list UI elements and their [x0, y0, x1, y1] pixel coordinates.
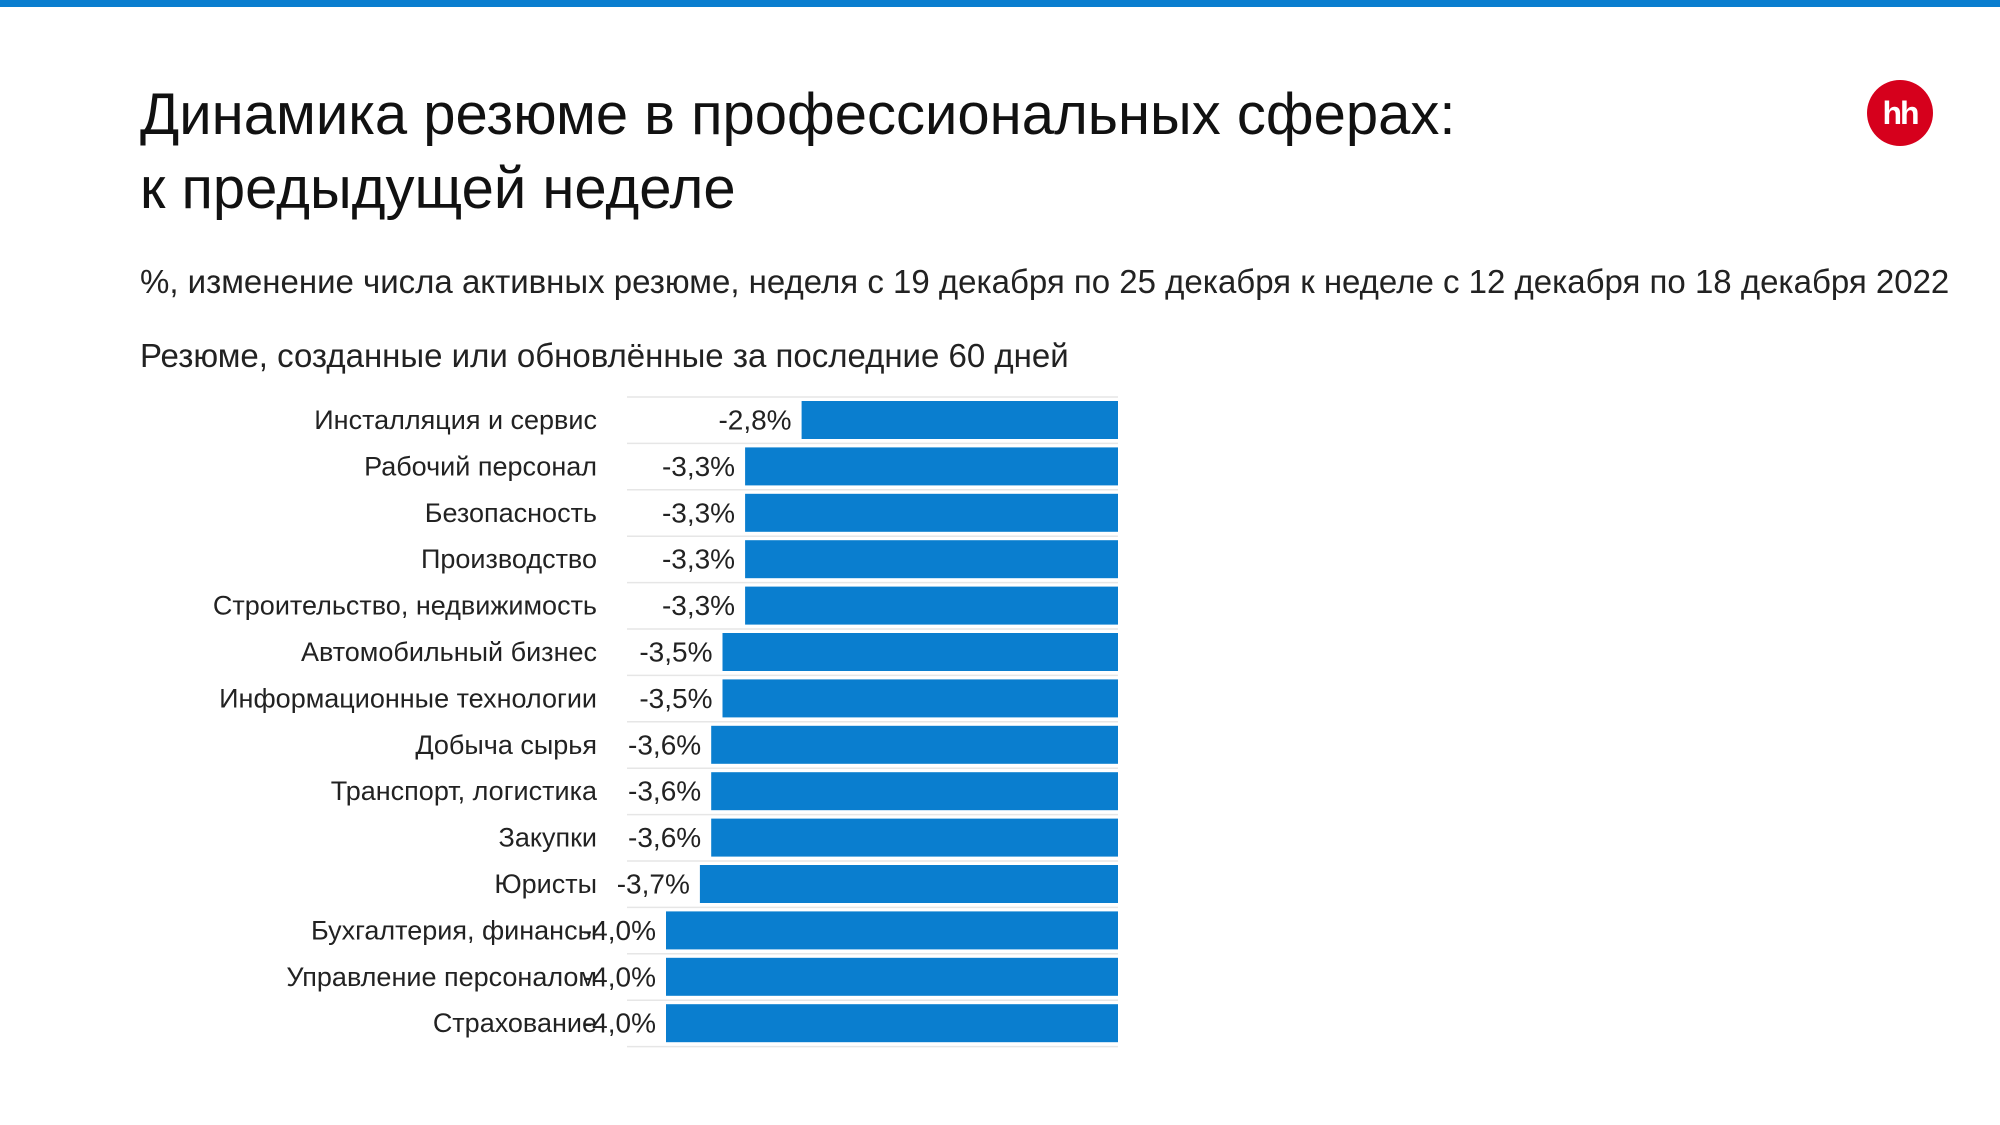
category-label: Страхование: [433, 1008, 597, 1038]
value-label: -2,8%: [718, 405, 791, 436]
category-label: Юристы: [494, 869, 597, 899]
category-label: Рабочий персонал: [364, 451, 597, 481]
bar: [666, 1004, 1118, 1043]
bar: [801, 401, 1118, 439]
category-label: Закупки: [499, 823, 597, 853]
page-title-line-2: к предыдущей неделе: [140, 156, 736, 221]
category-label: Безопасность: [425, 498, 597, 528]
category-label: Добыча сырья: [415, 730, 597, 760]
value-label: -3,3%: [662, 590, 735, 621]
bar: [666, 911, 1118, 950]
category-label: Инсталляция и сервис: [314, 405, 597, 435]
page-title-line-1: Динамика резюме в профессиональных сфера…: [140, 82, 1456, 147]
bar: [666, 957, 1118, 996]
category-label: Информационные технологии: [219, 683, 597, 713]
bar: [722, 633, 1118, 671]
category-label: Бухгалтерия, финансы: [311, 915, 597, 945]
category-label: Автомобильный бизнес: [301, 637, 597, 667]
value-label: -3,5%: [639, 637, 712, 668]
bar: [745, 586, 1118, 625]
bar: [711, 725, 1118, 764]
chart-note: Резюме, созданные или обновлённые за пос…: [140, 337, 1069, 374]
category-label: Транспорт, логистика: [331, 776, 598, 806]
value-label: -4,0%: [583, 915, 656, 946]
value-label: -3,5%: [639, 683, 712, 714]
page-title: Динамика резюме в профессиональных сфера…: [140, 78, 1740, 226]
category-label: Строительство, недвижимость: [213, 591, 597, 621]
bar: [711, 818, 1118, 857]
hh-logo: hh: [1867, 80, 1933, 146]
bar: [699, 865, 1118, 903]
value-label: -3,6%: [628, 776, 701, 807]
value-label: -4,0%: [583, 1008, 656, 1039]
value-label: -3,3%: [662, 544, 735, 575]
bar: [711, 772, 1118, 811]
chart-subtitle: %, изменение числа активных резюме, неде…: [140, 263, 1950, 300]
value-label: -3,3%: [662, 451, 735, 482]
bar: [745, 540, 1118, 579]
bar: [745, 493, 1118, 532]
value-label: -3,6%: [628, 822, 701, 853]
category-label: Управление персоналом: [286, 962, 597, 992]
value-label: -3,6%: [628, 729, 701, 760]
value-label: -3,3%: [662, 497, 735, 528]
top-accent-bar: [0, 0, 2000, 7]
category-label: Производство: [421, 544, 597, 574]
value-label: -4,0%: [583, 961, 656, 992]
bar: [722, 679, 1118, 718]
value-label: -3,7%: [617, 869, 690, 900]
bar: [745, 447, 1118, 486]
